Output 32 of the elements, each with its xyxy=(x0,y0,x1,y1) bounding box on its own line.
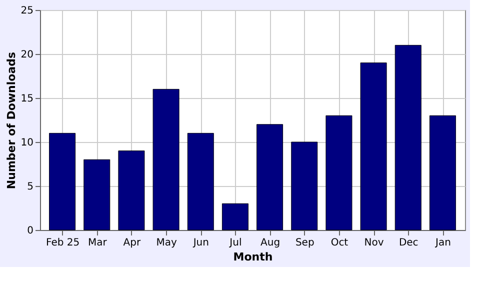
bar xyxy=(152,88,180,230)
bar xyxy=(256,124,284,230)
bar xyxy=(118,150,145,230)
bar xyxy=(291,142,318,230)
y-tick-label: 10 xyxy=(20,138,34,148)
bar xyxy=(222,203,248,230)
bar xyxy=(84,159,110,230)
y-tick-label: 20 xyxy=(20,50,34,60)
bar xyxy=(187,132,214,230)
bar xyxy=(394,44,422,230)
x-tick-label: Oct xyxy=(330,238,348,248)
bar xyxy=(360,62,387,230)
x-tick-label: Nov xyxy=(364,238,384,248)
bar xyxy=(429,115,456,230)
x-tick-label: Apr xyxy=(123,238,142,248)
x-tick-label: Aug xyxy=(260,238,280,248)
y-tick-label: 0 xyxy=(27,226,34,236)
x-tick-label: Jun xyxy=(192,238,209,248)
x-tick-label: Feb 25 xyxy=(46,238,80,248)
y-tick-label: 5 xyxy=(27,182,34,192)
y-axis-title: Number of Downloads xyxy=(4,51,18,190)
x-tick-label: Dec xyxy=(398,238,418,248)
x-tick-label: Jan xyxy=(434,238,451,248)
bar xyxy=(326,115,352,230)
x-axis-title: Month xyxy=(233,250,273,264)
y-tick-label: 15 xyxy=(20,94,34,104)
bar xyxy=(49,132,76,230)
x-tick-label: Mar xyxy=(88,238,108,248)
x-tick-label: Jul xyxy=(228,238,242,248)
x-tick-label: May xyxy=(156,238,177,248)
y-tick-label: 25 xyxy=(20,6,34,16)
x-tick-label: Sep xyxy=(295,238,314,248)
